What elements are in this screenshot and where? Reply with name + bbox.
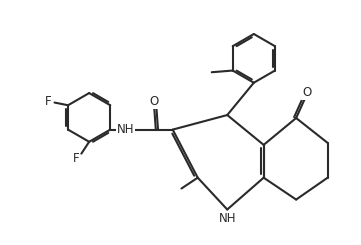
Text: O: O	[302, 86, 311, 99]
Text: NH: NH	[218, 212, 236, 225]
Text: NH: NH	[117, 123, 134, 136]
Text: F: F	[44, 95, 51, 108]
Text: O: O	[149, 95, 159, 108]
Text: F: F	[73, 152, 80, 165]
